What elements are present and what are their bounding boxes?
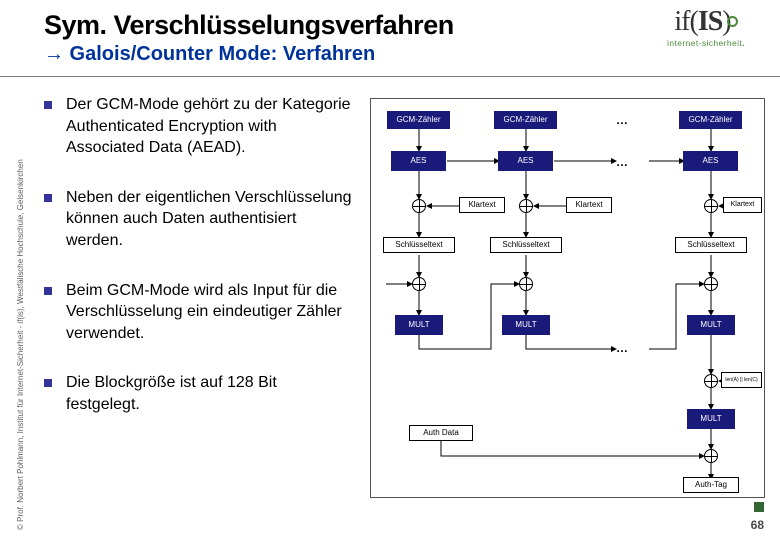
- page-accent-icon: [754, 502, 764, 512]
- logo-tagline: internet-sicherheit.: [646, 38, 766, 48]
- box-mult: MULT: [502, 315, 550, 335]
- box-aes: AES: [498, 151, 553, 171]
- bullet-icon: [44, 379, 52, 387]
- dots-icon: …: [616, 155, 629, 169]
- box-auth-tag: Auth-Tag: [683, 477, 739, 493]
- bullet-icon: [44, 287, 52, 295]
- box-gcm-counter: GCM-Zähler: [679, 111, 742, 129]
- credit-line: © Prof. Norbert Pohlmann, Institut für I…: [16, 70, 28, 530]
- box-gcm-counter: GCM-Zähler: [494, 111, 557, 129]
- logo-dot-icon: [727, 16, 738, 27]
- logo: if(IS) internet-sicherheit.: [646, 8, 766, 48]
- slide-subtitle: → Galois/Counter Mode: Verfahren: [44, 43, 640, 66]
- bullet-icon: [44, 194, 52, 202]
- box-mult: MULT: [395, 315, 443, 335]
- page-number: 68: [751, 518, 764, 532]
- list-item: Der GCM-Mode gehört zu der Kategorie Aut…: [44, 94, 354, 159]
- box-klartext: Klartext: [459, 197, 505, 213]
- xor-icon: [704, 449, 718, 463]
- arrow-icon: →: [44, 43, 64, 65]
- xor-icon: [704, 374, 718, 388]
- bullet-text: Der GCM-Mode gehört zu der Kategorie Aut…: [66, 94, 354, 159]
- list-item: Neben der eigentlichen Verschlüsselung k…: [44, 187, 354, 252]
- list-item: Beim GCM-Mode wird als Input für die Ver…: [44, 280, 354, 345]
- subtitle-text: Galois/Counter Mode: Verfahren: [64, 43, 375, 65]
- box-mult: MULT: [687, 315, 735, 335]
- bullet-icon: [44, 101, 52, 109]
- bullet-text: Die Blockgröße ist auf 128 Bit festgeleg…: [66, 372, 354, 415]
- xor-icon: [412, 277, 426, 291]
- box-mult: MULT: [687, 409, 735, 429]
- box-len: len(A) || len(C): [721, 372, 762, 388]
- xor-icon: [704, 277, 718, 291]
- xor-icon: [412, 199, 426, 213]
- bullet-list: Der GCM-Mode gehört zu der Kategorie Aut…: [44, 94, 354, 444]
- slide-title: Sym. Verschlüsselungsverfahren: [44, 10, 640, 41]
- list-item: Die Blockgröße ist auf 128 Bit festgeleg…: [44, 372, 354, 415]
- xor-icon: [519, 199, 533, 213]
- xor-icon: [704, 199, 718, 213]
- dots-icon: …: [616, 341, 629, 355]
- box-aes: AES: [683, 151, 738, 171]
- box-schluesseltext: Schlüsseltext: [675, 237, 747, 253]
- bullet-text: Neben der eigentlichen Verschlüsselung k…: [66, 187, 354, 252]
- box-schluesseltext: Schlüsseltext: [383, 237, 455, 253]
- logo-paren-open: (: [689, 6, 697, 37]
- box-aes: AES: [391, 151, 446, 171]
- header-divider: [0, 76, 780, 77]
- xor-icon: [519, 277, 533, 291]
- box-gcm-counter: GCM-Zähler: [387, 111, 450, 129]
- bullet-text: Beim GCM-Mode wird als Input für die Ver…: [66, 280, 354, 345]
- box-auth-data: Auth Data: [409, 425, 473, 441]
- box-schluesseltext: Schlüsseltext: [490, 237, 562, 253]
- logo-is: IS: [698, 6, 722, 37]
- box-klartext: Klartext: [723, 197, 762, 213]
- logo-if: if: [674, 6, 689, 37]
- gcm-diagram: GCM-Zähler GCM-Zähler … GCM-Zähler AES A…: [370, 98, 765, 498]
- dots-icon: …: [616, 113, 629, 127]
- box-klartext: Klartext: [566, 197, 612, 213]
